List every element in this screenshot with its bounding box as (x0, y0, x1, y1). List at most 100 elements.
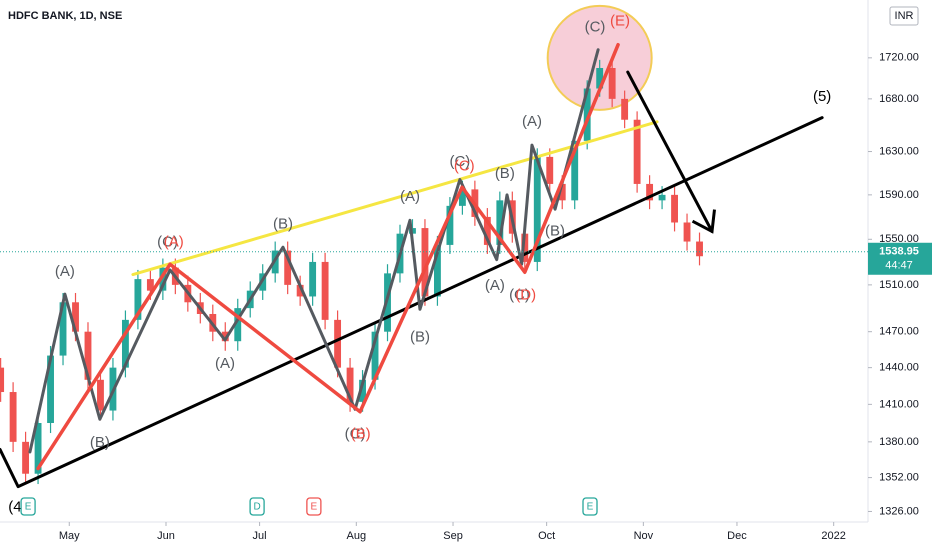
candle-body (533, 156, 541, 262)
candle-body (346, 367, 354, 402)
chart-title: HDFC BANK, 1D, NSE (8, 10, 122, 22)
candle-body (571, 140, 579, 201)
wave-line (28, 48, 600, 454)
wave-label: (A) (400, 188, 420, 205)
wave-line (0, 116, 824, 489)
wave-label: (A) (55, 263, 75, 280)
y-tick-label: 1470.00 (879, 326, 919, 338)
wave-label: (C) (157, 234, 178, 251)
currency[interactable]: INR (895, 10, 914, 22)
candle-body (683, 222, 691, 242)
candle-body (434, 244, 441, 297)
wave-label: (C) (449, 153, 470, 170)
candle-body (421, 228, 429, 297)
wave-line (626, 70, 714, 233)
y-tick-label: 1380.00 (879, 436, 919, 448)
candle-body (47, 355, 54, 423)
wave-label: (4 (8, 498, 21, 515)
x-tick-label: Dec (727, 530, 747, 542)
x-tick-label: 2022 (821, 530, 845, 542)
y-tick-label: 1680.00 (879, 93, 919, 105)
candle-body (59, 302, 67, 356)
last-price: 1538.95 (879, 246, 919, 258)
y-tick-label: 1550.00 (879, 233, 919, 245)
event-badge (306, 497, 322, 516)
candle-body (496, 200, 504, 245)
countdown: 44:47 (885, 260, 913, 272)
candle-body (583, 88, 591, 141)
x-tick-label: Jul (253, 530, 267, 542)
candle-body (696, 241, 703, 257)
wave-label: (D) (515, 286, 536, 303)
candle-body (371, 331, 379, 380)
candle-body (134, 279, 142, 320)
candle-body (22, 441, 30, 474)
event-label: E (25, 502, 32, 513)
currency-box[interactable] (889, 6, 919, 26)
wave-label: (B) (545, 222, 565, 239)
candle-body (608, 67, 616, 99)
wave-label: (C) (585, 19, 606, 36)
candle-body (0, 367, 5, 393)
y-tick-label: 1590.00 (879, 189, 919, 201)
candle-body (546, 156, 554, 184)
candle-body (483, 216, 491, 245)
y-tick-label: 1510.00 (879, 279, 919, 291)
wave-label: (B) (351, 425, 371, 442)
event-label: E (587, 502, 594, 513)
candle-body (72, 302, 79, 332)
candle-body (446, 205, 454, 245)
y-tick-label: 1410.00 (879, 398, 919, 410)
highlight-circle (546, 4, 653, 111)
y-tick-label: 1352.00 (879, 471, 919, 483)
x-tick-label: Jun (157, 530, 175, 542)
candle-body (34, 422, 42, 474)
candle-body (521, 233, 529, 262)
y-tick-label: 1326.00 (879, 505, 919, 517)
arrow-head (691, 209, 716, 234)
wave-label: (B) (410, 329, 430, 346)
y-tick-label: 1720.00 (879, 52, 919, 64)
wave-label: (A) (485, 277, 505, 294)
candle-body (221, 331, 229, 342)
wave-label: (E) (610, 13, 630, 30)
y-tick-label: 1440.00 (879, 362, 919, 374)
candle-body (296, 284, 304, 297)
wave-label: (C) (454, 158, 475, 175)
last-price-box (868, 242, 932, 275)
wave-line (131, 120, 659, 277)
candle-body (159, 267, 167, 291)
candle-body (633, 119, 641, 184)
x-tick-label: Sep (443, 530, 463, 542)
candle-body (359, 379, 366, 402)
wave-label: (B) (495, 165, 515, 182)
event-badge (20, 497, 36, 516)
candle-body (334, 319, 342, 368)
candle-body (309, 261, 317, 297)
x-tick-label: Aug (347, 530, 367, 542)
wave-label: (C) (509, 286, 530, 303)
candle-body (284, 250, 292, 285)
x-tick-label: May (59, 530, 80, 542)
candle-body (658, 194, 666, 201)
event-label: E (311, 502, 318, 513)
candle-body (671, 194, 678, 223)
wave-line (36, 42, 620, 471)
candle-body (596, 67, 604, 89)
candle-body (458, 189, 466, 206)
wave-label: (B) (273, 216, 293, 233)
wave-label: (B) (90, 434, 110, 451)
event-badge (582, 497, 598, 516)
wave-label: (5) (813, 88, 831, 105)
candle-body (234, 308, 242, 342)
candle-body (97, 379, 104, 411)
candle-body (9, 392, 17, 442)
y-tick-label: 1630.00 (879, 145, 919, 157)
wave-label: (C) (345, 425, 366, 442)
wave-label: (A) (215, 355, 235, 372)
candle-body (84, 331, 92, 380)
candle-body (321, 261, 329, 320)
x-tick-label: Nov (634, 530, 654, 542)
